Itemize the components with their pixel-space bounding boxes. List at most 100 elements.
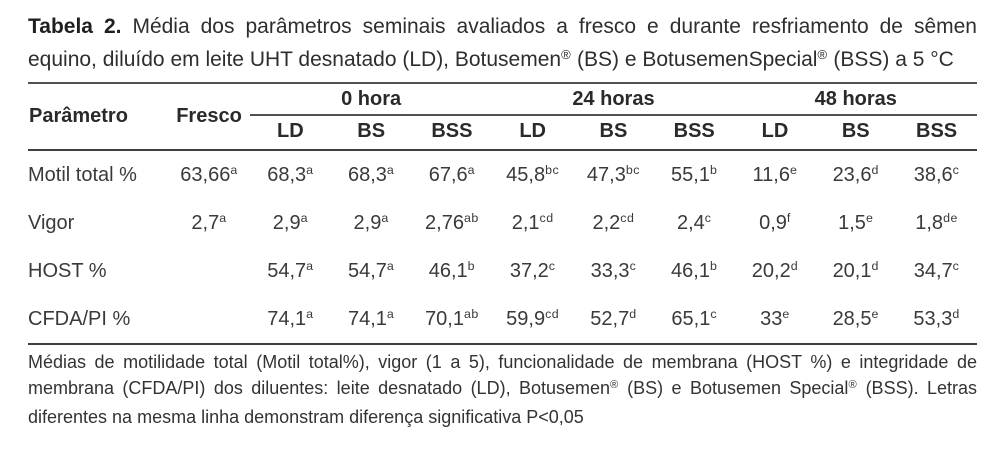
header-subcolumn-row: LD BS BSS LD BS BSS LD BS BSS xyxy=(28,115,977,151)
cell-value: 52,7 xyxy=(590,308,630,330)
header-subcol-24h-ld: LD xyxy=(492,115,574,151)
table-row: Motil total % 63,66a 68,3a 68,3a 67,6a 45,8bc… xyxy=(28,150,977,199)
fresco-cell: 63,66a xyxy=(168,150,250,199)
significance-superscript: a xyxy=(386,259,395,274)
cell-value: 53,3 xyxy=(913,308,953,330)
cell-value: 1,8 xyxy=(915,212,944,234)
cell-value: 54,7 xyxy=(347,260,387,282)
data-cell: 37,2c xyxy=(492,247,573,295)
text-segment: (BSS) a 5 °C xyxy=(827,48,954,71)
significance-superscript: b xyxy=(709,163,718,178)
cell-value: 2,9 xyxy=(353,212,382,234)
data-cell: 1,5e xyxy=(815,199,896,247)
significance-superscript: a xyxy=(230,163,238,178)
fresco-cell xyxy=(168,247,250,295)
cell-value: 46,1 xyxy=(671,260,710,282)
fresco-cell: 2,7a xyxy=(168,199,250,247)
significance-superscript: e xyxy=(782,307,790,322)
text-segment: Média dos parâmetros seminais avaliados … xyxy=(28,15,977,71)
significance-superscript: a xyxy=(386,307,395,322)
significance-superscript: d xyxy=(629,307,637,322)
cell-value: 65,1 xyxy=(671,308,711,330)
row-label-cell: HOST % xyxy=(28,260,107,282)
data-cell: 65,1c xyxy=(654,295,735,344)
cell-value: 0,9 xyxy=(759,212,787,234)
significance-superscript: d xyxy=(790,259,799,274)
data-cell: 46,1b xyxy=(654,247,735,295)
text-segment: (BSS). Letras diferentes na mesma linha … xyxy=(28,378,977,427)
cell-value: 45,8 xyxy=(506,164,546,186)
significance-superscript: e xyxy=(871,307,879,322)
cell-value: 2,7 xyxy=(191,212,220,234)
cell-value: 74,1 xyxy=(267,308,307,330)
registered-trademark: ® xyxy=(610,378,619,391)
significance-superscript: bc xyxy=(625,163,640,178)
table-row: HOST % 54,7a 54,7a 46,1b 37,2c 33,3c 46,1b 20,2… xyxy=(28,247,977,295)
significance-superscript: b xyxy=(709,259,718,274)
header-fresco: Fresco xyxy=(168,83,250,151)
significance-superscript: cd xyxy=(545,307,560,322)
header-parametro: Parâmetro xyxy=(28,83,168,151)
header-subcol-24h-bss: BSS xyxy=(653,115,735,151)
text-segment: (BS) e BotusemenSpecial xyxy=(571,48,818,71)
cell-value: 54,7 xyxy=(267,260,307,282)
cell-value: 1,5 xyxy=(838,212,866,234)
cell-value: 33,3 xyxy=(590,260,630,282)
data-cell: 0,9f xyxy=(735,199,816,247)
row-label-cell: CFDA/PI % xyxy=(28,308,131,330)
cell-value: 33 xyxy=(760,308,783,330)
significance-superscript: a xyxy=(467,163,476,178)
significance-superscript: de xyxy=(943,211,958,226)
cell-value: 70,1 xyxy=(425,308,464,330)
registered-trademark: ® xyxy=(848,378,858,391)
row-label-cell: Motil total % xyxy=(28,164,137,186)
data-cell: 33e xyxy=(735,295,816,344)
data-cell: 52,7d xyxy=(573,295,654,344)
significance-superscript: a xyxy=(219,211,227,226)
significance-superscript: d xyxy=(871,259,879,274)
data-cell: 1,8de xyxy=(896,199,977,247)
significance-superscript: c xyxy=(710,307,718,322)
header-group-48horas: 48 horas xyxy=(734,83,977,116)
header-subcol-48h-bs: BS xyxy=(815,115,897,151)
significance-superscript: c xyxy=(952,259,960,274)
registered-trademark: ® xyxy=(817,46,828,62)
data-cell: 53,3d xyxy=(896,295,977,344)
data-cell: 2,1cd xyxy=(492,199,573,247)
data-cell: 68,3a xyxy=(250,150,331,199)
data-cell: 20,1d xyxy=(815,247,896,295)
data-cell: 20,2d xyxy=(735,247,816,295)
data-cell: 33,3c xyxy=(573,247,654,295)
data-cell: 11,6e xyxy=(735,150,816,199)
cell-value: 46,1 xyxy=(428,260,468,282)
significance-superscript: bc xyxy=(545,163,560,178)
header-group-0hora: 0 hora xyxy=(250,83,493,116)
data-cell: 2,76ab xyxy=(412,199,493,247)
significance-superscript: ab xyxy=(463,307,479,322)
registered-trademark: ® xyxy=(561,46,572,62)
header-subcol-0h-bs: BS xyxy=(330,115,412,151)
significance-superscript: d xyxy=(952,307,960,322)
significance-superscript: c xyxy=(629,259,637,274)
header-subcol-48h-ld: LD xyxy=(734,115,816,151)
header-group-row: Parâmetro Fresco 0 hora 24 horas 48 hora… xyxy=(28,83,977,151)
text-segment: (BS) e Botusemen Special xyxy=(618,378,849,398)
seminal-parameters-table: Parâmetro Fresco 0 hora 24 horas 48 hora… xyxy=(28,82,977,345)
significance-superscript: ab xyxy=(463,211,479,226)
data-cell: 2,4c xyxy=(654,199,735,247)
data-cell: 38,6c xyxy=(896,150,977,199)
cell-value: 74,1 xyxy=(347,308,387,330)
cell-value: 2,76 xyxy=(425,212,464,234)
cell-value: 68,3 xyxy=(347,164,387,186)
data-cell: 74,1a xyxy=(331,295,412,344)
data-cell: 55,1b xyxy=(654,150,735,199)
header-subcol-0h-bss: BSS xyxy=(411,115,493,151)
header-subcol-0h-ld: LD xyxy=(250,115,331,151)
header-group-24horas: 24 horas xyxy=(492,83,735,116)
row-label-cell: Vigor xyxy=(28,212,75,234)
cell-value: 37,2 xyxy=(509,260,549,282)
cell-value: 2,9 xyxy=(272,212,301,234)
cell-value: 38,6 xyxy=(913,164,953,186)
cell-value: 28,5 xyxy=(832,308,872,330)
table-row: CFDA/PI % 74,1a 74,1a 70,1ab 59,9cd 52,7d 65,1… xyxy=(28,295,977,344)
